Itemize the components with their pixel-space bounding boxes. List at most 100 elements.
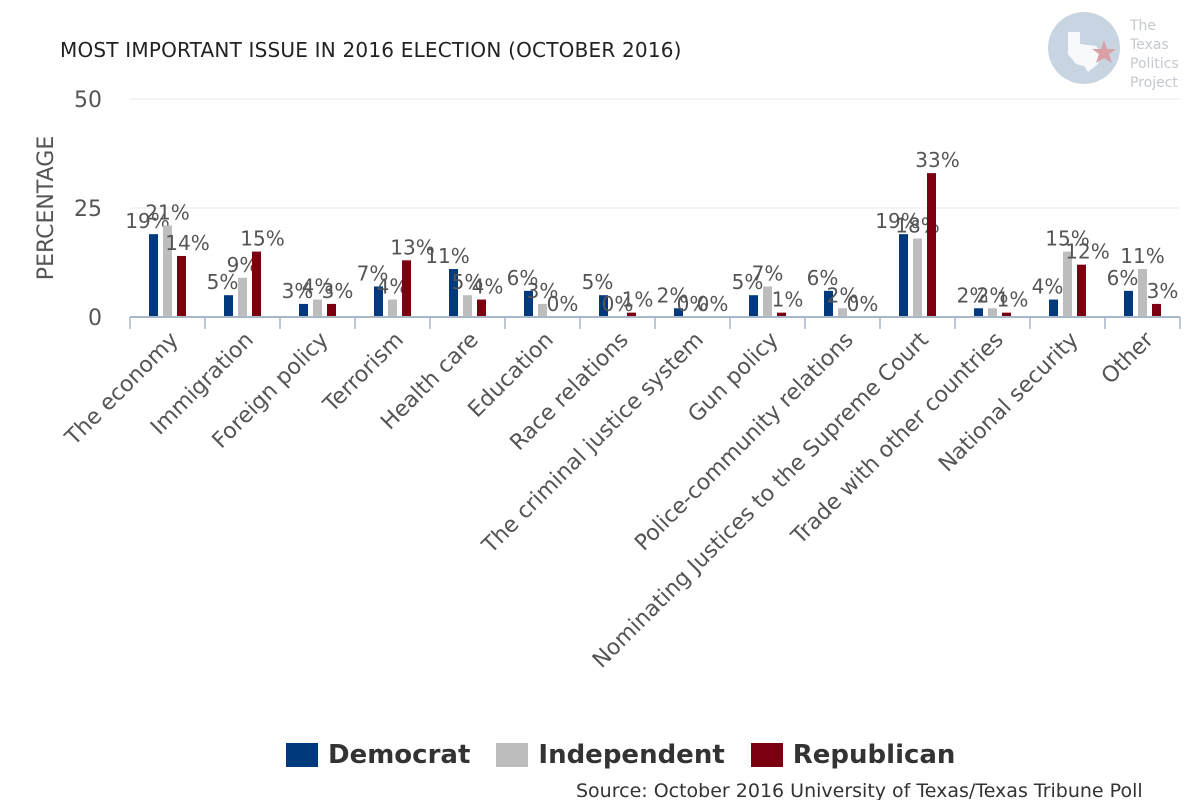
data-label: 7% [752, 261, 784, 285]
legend-label-republican: Republican [792, 740, 956, 770]
data-label: 0% [602, 292, 634, 316]
y-tick-label: 0 [88, 306, 102, 331]
bar-democrat [224, 295, 233, 317]
legend-swatch-republican [750, 743, 783, 767]
bar-republican [1077, 264, 1086, 317]
data-label: 5% [207, 270, 239, 294]
bar-republican [777, 312, 786, 317]
logo-text: The Texas Politics Project [1130, 17, 1179, 93]
bar-independent [763, 286, 772, 317]
bar-democrat [374, 286, 383, 317]
bar-independent [463, 295, 472, 317]
data-label: 5% [582, 270, 614, 294]
data-label: 6% [507, 266, 539, 290]
texas-star-logo-icon [1048, 12, 1120, 84]
bar-democrat [749, 295, 758, 317]
data-label: 7% [357, 261, 389, 285]
data-label: 2% [977, 283, 1009, 307]
bar-republican [177, 255, 186, 317]
data-label: 2% [827, 283, 859, 307]
bar-democrat [524, 290, 533, 317]
data-label: 15% [1045, 227, 1089, 251]
data-label: 4% [472, 275, 504, 299]
bar-democrat [449, 269, 458, 317]
bar-democrat [599, 295, 608, 317]
data-label: 3% [322, 279, 354, 303]
logo-line: Project [1130, 75, 1178, 91]
data-label: 13% [390, 235, 434, 259]
y-tick-label: 25 [74, 197, 102, 222]
bar-independent [913, 238, 922, 317]
bar-independent [388, 299, 397, 317]
bar-democrat [1124, 290, 1133, 317]
logo-line: Politics [1130, 56, 1179, 72]
bar-independent [313, 299, 322, 317]
data-label: 14% [165, 231, 209, 255]
data-label: 2% [957, 283, 989, 307]
data-label: 1% [997, 288, 1029, 312]
data-label: 4% [302, 275, 334, 299]
bar-independent [538, 303, 547, 317]
bar-republican [402, 260, 411, 317]
data-label: 3% [527, 279, 559, 303]
bar-independent [838, 308, 847, 317]
bar-republican [1152, 303, 1161, 317]
bar-independent [1063, 251, 1072, 317]
data-label: 1% [772, 288, 804, 312]
legend-label-independent: Independent [538, 740, 725, 770]
data-label: 21% [145, 200, 189, 224]
data-label: 11% [1120, 244, 1164, 268]
logo-line: Texas [1130, 37, 1169, 53]
data-label: 0% [677, 292, 709, 316]
bar-democrat [149, 234, 158, 317]
legend-swatch-democrat [286, 743, 318, 767]
bar-democrat [974, 308, 983, 317]
data-label: 5% [452, 270, 484, 294]
data-label: 4% [1032, 275, 1064, 299]
data-label: 3% [1147, 279, 1179, 303]
bar-republican [477, 299, 486, 317]
bar-republican [627, 312, 636, 317]
data-label: 19% [125, 209, 169, 233]
data-label: 33% [915, 148, 959, 172]
bar-republican [1002, 312, 1011, 317]
bar-democrat [899, 234, 908, 317]
data-label: 0% [847, 292, 879, 316]
data-label: 11% [425, 244, 469, 268]
bar-republican [927, 173, 936, 317]
data-label: 2% [657, 283, 689, 307]
legend-swatch-independent [496, 743, 529, 767]
bar-independent [238, 277, 247, 317]
bar-independent [163, 225, 172, 317]
bar-republican [252, 251, 261, 317]
y-axis-label: PERCENTAGE [34, 136, 59, 280]
legend-item-democrat[interactable]: Democrat [286, 740, 470, 770]
bar-independent [1138, 269, 1147, 317]
legend-label-democrat: Democrat [328, 740, 471, 770]
data-label: 5% [732, 270, 764, 294]
chart-legend: Democrat Independent Republican [286, 740, 981, 770]
legend-item-republican[interactable]: Republican [750, 740, 956, 770]
chart-title: MOST IMPORTANT ISSUE IN 2016 ELECTION (O… [60, 38, 682, 62]
data-label: 15% [240, 227, 284, 251]
data-label: 1% [622, 288, 654, 312]
x-tick-label: National security [934, 328, 1084, 478]
bar-democrat [824, 290, 833, 317]
source-note: Source: October 2016 University of Texas… [576, 780, 1143, 800]
bar-democrat [299, 303, 308, 317]
logo-line: The [1130, 18, 1157, 34]
bar-independent [988, 308, 997, 317]
bar-republican [327, 303, 336, 317]
data-label: 19% [875, 209, 919, 233]
data-label: 12% [1065, 240, 1109, 264]
data-label: 6% [1107, 266, 1139, 290]
data-label: 6% [807, 266, 839, 290]
data-label: 0% [697, 292, 729, 316]
data-label: 0% [547, 292, 579, 316]
legend-item-independent[interactable]: Independent [496, 740, 725, 770]
bar-democrat [674, 308, 683, 317]
x-tick-label: Other [1097, 327, 1160, 390]
bar-democrat [1049, 299, 1058, 317]
data-label: 3% [282, 279, 314, 303]
